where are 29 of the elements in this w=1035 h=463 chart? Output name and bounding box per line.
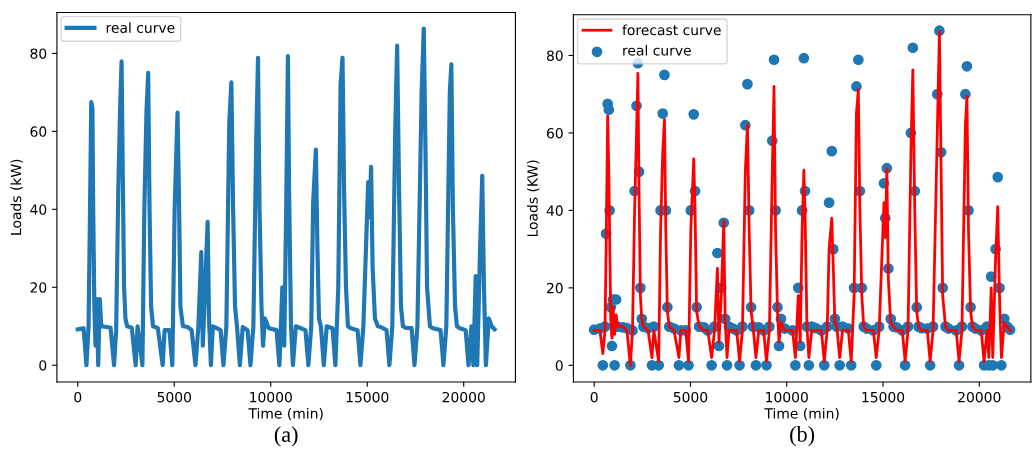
y-axis-title: Loads (kW) xyxy=(10,159,23,235)
y-axis-title: Loads (KW) xyxy=(527,160,540,237)
x-tick-label: 20000 xyxy=(442,391,485,403)
y-tick-label: 0 xyxy=(39,360,47,371)
y-tick-label: 80 xyxy=(30,48,47,59)
x-tick-label: 0 xyxy=(74,391,82,403)
y-tick-label: 20 xyxy=(547,282,563,294)
y-tick-label: 20 xyxy=(30,282,47,293)
x-tick-label: 20000 xyxy=(958,391,1001,403)
x-tick-label: 10000 xyxy=(766,391,808,403)
x-tick-label: 15000 xyxy=(346,391,389,403)
x-tick-label: 15000 xyxy=(862,391,905,403)
y-tick-label: 60 xyxy=(30,126,47,137)
legend-label: real curve xyxy=(623,44,691,56)
x-axis-title: Time (min) xyxy=(764,407,839,421)
legend-label: forecast curve xyxy=(622,24,721,36)
y-tick-label: 40 xyxy=(546,205,563,216)
x-axis-title: Time (min) xyxy=(248,407,323,421)
y-tick-label: 0 xyxy=(555,360,563,371)
x-tick-label: 5000 xyxy=(673,391,708,403)
x-tick-label: 10000 xyxy=(250,391,292,403)
y-tick-label: 60 xyxy=(546,127,563,139)
text: (b) xyxy=(790,426,815,447)
y-tick-label: 40 xyxy=(30,204,47,215)
x-tick-label: 5000 xyxy=(157,391,191,403)
legend-label: real curve xyxy=(106,22,175,33)
y-tick-label: 80 xyxy=(546,50,563,61)
x-tick-label: 0 xyxy=(590,391,598,403)
text: (a) xyxy=(274,426,298,447)
